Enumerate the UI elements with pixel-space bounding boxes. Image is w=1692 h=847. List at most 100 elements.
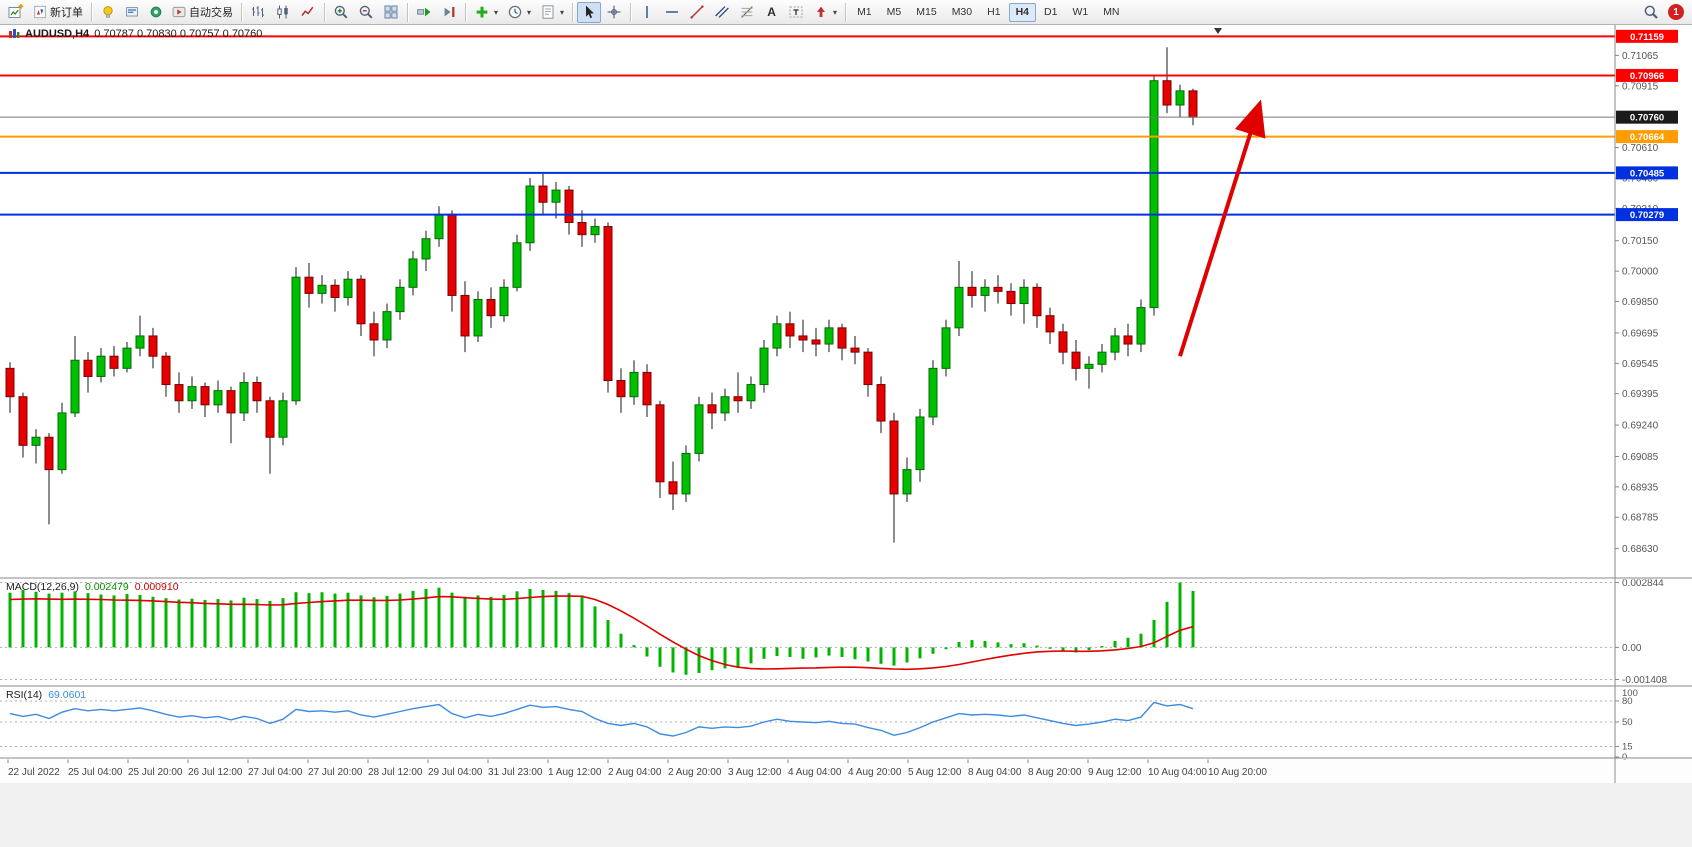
trendline-button[interactable] bbox=[685, 2, 709, 23]
candle bbox=[655, 400, 665, 498]
time-axis-label: 2 Aug 20:00 bbox=[668, 767, 722, 778]
macd-histogram-bar bbox=[1061, 647, 1065, 652]
text-button[interactable]: A bbox=[760, 2, 783, 23]
chart-shift-button[interactable] bbox=[437, 2, 461, 23]
price-axis-label: 0.70150 bbox=[1622, 236, 1659, 247]
macd-histogram-bar bbox=[1074, 647, 1078, 653]
candle-body bbox=[1136, 307, 1146, 345]
candle-body bbox=[408, 258, 418, 288]
new-order-icon bbox=[34, 5, 46, 19]
autotrading-button[interactable]: 自动交易 bbox=[168, 2, 237, 23]
macd-histogram-bar bbox=[749, 647, 753, 664]
templates-button[interactable]: ▾ bbox=[536, 2, 568, 23]
bars-chart-button[interactable] bbox=[246, 2, 270, 23]
timeframe-D1[interactable]: D1 bbox=[1037, 3, 1064, 22]
timeframe-W1[interactable]: W1 bbox=[1065, 3, 1095, 22]
candle-body bbox=[96, 355, 106, 377]
timeframe-M5[interactable]: M5 bbox=[880, 3, 909, 22]
candle-body bbox=[304, 276, 314, 294]
candle bbox=[161, 352, 171, 397]
price-pane[interactable] bbox=[0, 25, 1692, 577]
cursor-button[interactable] bbox=[577, 1, 602, 23]
candle-body bbox=[213, 390, 223, 406]
channel-button[interactable] bbox=[710, 2, 734, 23]
macd-histogram-bar bbox=[294, 592, 298, 648]
candle-body bbox=[824, 327, 834, 345]
metaeditor-button[interactable] bbox=[96, 2, 119, 23]
timeframe-M30[interactable]: M30 bbox=[945, 3, 979, 22]
new-order-button[interactable]: 新订单 bbox=[29, 2, 87, 23]
candle bbox=[18, 392, 28, 458]
macd-histogram-bar bbox=[1022, 643, 1026, 648]
search-button[interactable] bbox=[1639, 2, 1663, 23]
vertical-line-button[interactable] bbox=[635, 2, 659, 23]
timeframe-H1[interactable]: H1 bbox=[980, 3, 1007, 22]
arrows-button[interactable]: ▾ bbox=[809, 2, 841, 23]
macd-histogram-bar bbox=[281, 598, 285, 648]
line-chart-button[interactable] bbox=[296, 2, 320, 23]
notification-badge[interactable]: 1 bbox=[1668, 4, 1684, 20]
timeframe-MN[interactable]: MN bbox=[1096, 3, 1126, 22]
candle-body bbox=[317, 284, 327, 294]
candle bbox=[187, 376, 197, 409]
candle bbox=[44, 433, 54, 525]
candlestick-icon bbox=[277, 5, 288, 19]
macd-histogram-bar bbox=[190, 598, 194, 648]
candle bbox=[31, 429, 41, 464]
indicators-button[interactable]: ▾ bbox=[470, 2, 502, 23]
community-button[interactable] bbox=[144, 2, 167, 23]
chart-area: 0.710650.709150.706100.704600.703100.701… bbox=[0, 25, 1692, 847]
price-axis-label: 0.71065 bbox=[1622, 51, 1659, 62]
trend-arrow[interactable] bbox=[1178, 99, 1266, 357]
candle-body bbox=[252, 382, 262, 402]
chart-canvas[interactable]: 0.710650.709150.706100.704600.703100.701… bbox=[0, 25, 1692, 847]
periods-button[interactable]: ▾ bbox=[503, 2, 535, 23]
price-badge-label: 0.70279 bbox=[1630, 210, 1664, 221]
zoom-out-button[interactable] bbox=[354, 2, 378, 23]
macd-histogram-bar bbox=[918, 647, 922, 659]
candle bbox=[1006, 283, 1016, 316]
new-chart-button[interactable] bbox=[4, 2, 28, 23]
tile-windows-button[interactable] bbox=[379, 2, 403, 23]
macd-histogram-bar bbox=[567, 593, 571, 648]
time-axis-label: 1 Aug 12:00 bbox=[548, 767, 602, 778]
horizontal-line-button[interactable] bbox=[660, 2, 684, 23]
candle-body bbox=[1097, 351, 1107, 365]
macd-histogram-bar bbox=[762, 647, 766, 659]
macd-histogram-bar bbox=[723, 647, 727, 669]
price-badge bbox=[1616, 29, 1678, 43]
macd-histogram-bar bbox=[1100, 646, 1104, 648]
candle bbox=[1032, 283, 1042, 328]
macd-histogram-bar bbox=[112, 595, 116, 648]
time-axis-label: 26 Jul 12:00 bbox=[188, 767, 243, 778]
macd-pane[interactable] bbox=[0, 579, 1692, 685]
zoom-in-button[interactable] bbox=[329, 2, 353, 23]
chart-shift-marker[interactable] bbox=[1214, 28, 1222, 34]
candle bbox=[135, 315, 145, 357]
candle-body bbox=[356, 278, 366, 325]
strategy-tester-button[interactable] bbox=[120, 2, 143, 23]
zoom-in-icon bbox=[334, 5, 348, 19]
timeframe-M1[interactable]: M1 bbox=[850, 3, 879, 22]
timeframe-H4[interactable]: H4 bbox=[1008, 2, 1036, 22]
timeframe-M15[interactable]: M15 bbox=[909, 3, 943, 22]
candle-body bbox=[746, 384, 756, 402]
channel-icon bbox=[715, 6, 729, 18]
auto-scroll-button[interactable] bbox=[412, 2, 436, 23]
candlestick-chart-button[interactable] bbox=[271, 2, 295, 23]
macd-histogram-bar bbox=[905, 647, 909, 663]
time-axis-label: 27 Jul 04:00 bbox=[248, 767, 303, 778]
macd-signal-line bbox=[9, 595, 1194, 671]
macd-histogram-bar bbox=[970, 640, 974, 648]
candle bbox=[343, 271, 353, 306]
fibonacci-button[interactable] bbox=[735, 2, 759, 23]
candle bbox=[369, 311, 379, 357]
candle-body bbox=[850, 347, 860, 353]
text-label-button[interactable] bbox=[784, 2, 808, 23]
macd-histogram-bar bbox=[203, 599, 207, 648]
candle-body bbox=[577, 222, 587, 236]
candle bbox=[421, 230, 431, 272]
candle-body bbox=[785, 323, 795, 337]
crosshair-button[interactable] bbox=[602, 2, 626, 23]
macd-histogram-bar bbox=[541, 589, 545, 648]
